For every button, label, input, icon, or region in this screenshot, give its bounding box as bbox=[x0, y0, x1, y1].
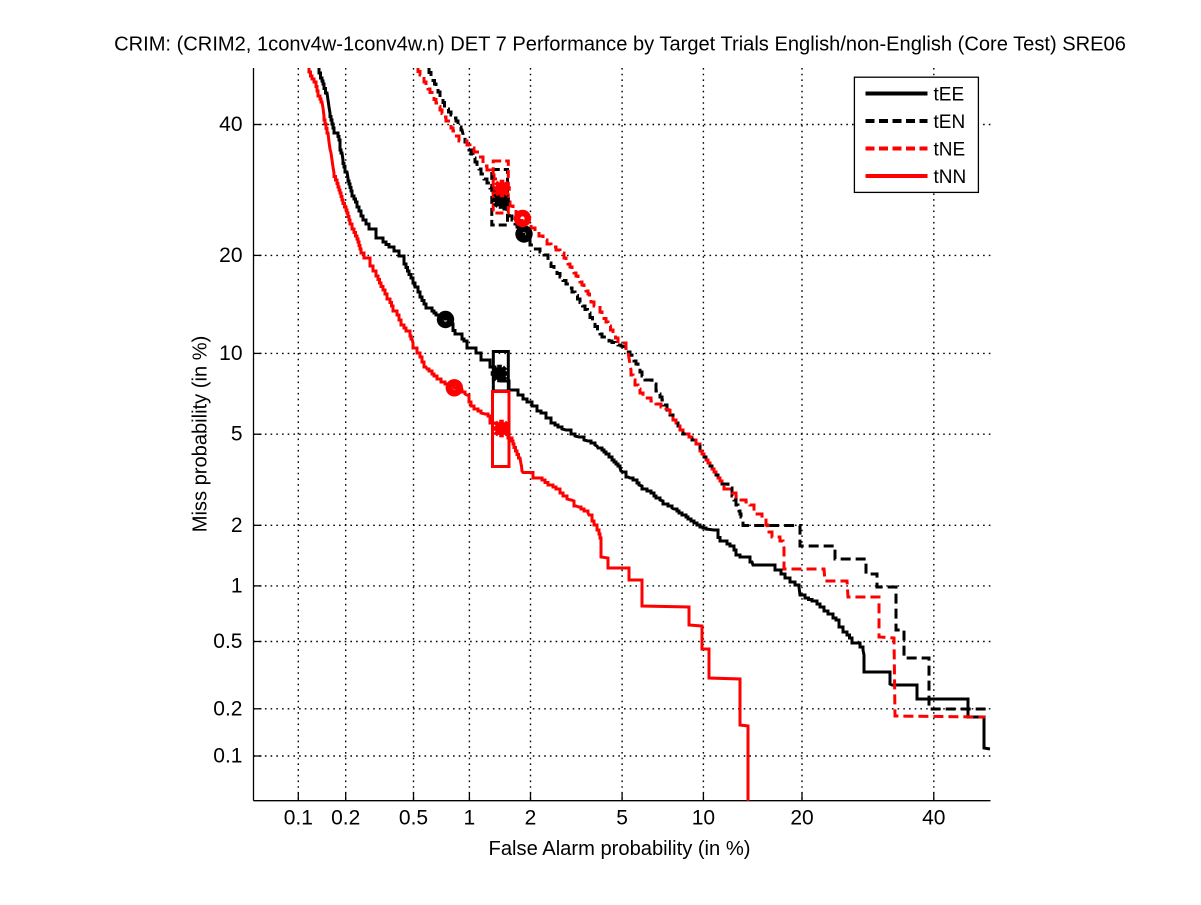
svg-text:0.2: 0.2 bbox=[331, 807, 360, 830]
svg-text:0.1: 0.1 bbox=[213, 745, 242, 768]
svg-text:tNN: tNN bbox=[934, 167, 967, 188]
svg-text:1: 1 bbox=[464, 807, 476, 830]
svg-text:False Alarm probability (in %): False Alarm probability (in %) bbox=[489, 838, 751, 860]
svg-text:20: 20 bbox=[790, 807, 813, 830]
svg-text:5: 5 bbox=[616, 807, 628, 830]
svg-text:tEN: tEN bbox=[934, 112, 966, 133]
svg-text:0.5: 0.5 bbox=[213, 630, 242, 653]
svg-text:tNE: tNE bbox=[934, 139, 966, 160]
svg-text:0.1: 0.1 bbox=[284, 807, 313, 830]
svg-text:tEE: tEE bbox=[934, 84, 965, 105]
svg-text:CRIM: (CRIM2, 1conv4w-1conv4w.: CRIM: (CRIM2, 1conv4w-1conv4w.n) DET 7 P… bbox=[114, 33, 1126, 55]
svg-text:1: 1 bbox=[231, 574, 243, 597]
svg-text:2: 2 bbox=[525, 807, 537, 830]
svg-text:2: 2 bbox=[231, 514, 243, 537]
svg-text:10: 10 bbox=[219, 342, 242, 365]
svg-text:40: 40 bbox=[922, 807, 945, 830]
svg-text:10: 10 bbox=[692, 807, 715, 830]
svg-text:0.2: 0.2 bbox=[213, 697, 242, 720]
svg-text:40: 40 bbox=[219, 113, 242, 136]
svg-text:20: 20 bbox=[219, 244, 242, 267]
svg-text:5: 5 bbox=[231, 423, 243, 446]
svg-text:0.5: 0.5 bbox=[399, 807, 428, 830]
svg-text:Miss probability (in %): Miss probability (in %) bbox=[189, 336, 211, 533]
